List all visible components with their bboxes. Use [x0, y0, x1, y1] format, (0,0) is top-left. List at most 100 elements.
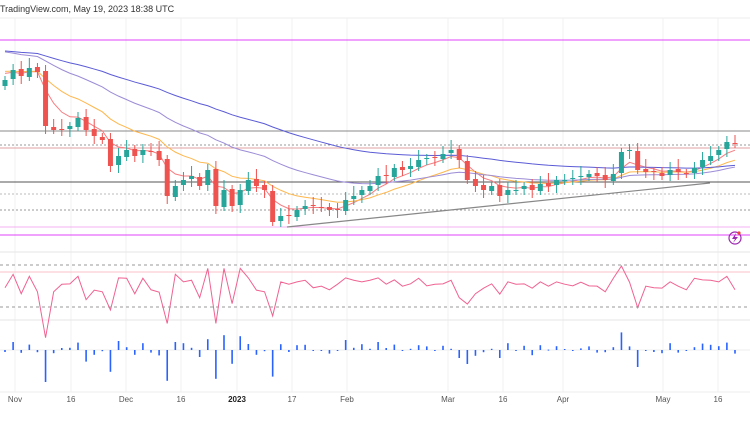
candle-body: [691, 168, 697, 173]
candle-body: [278, 216, 284, 221]
candle-body: [513, 190, 519, 191]
histogram-bar: [206, 339, 209, 350]
histogram-bar: [4, 350, 6, 352]
candle-body: [302, 206, 308, 209]
histogram-bar: [515, 350, 517, 351]
histogram-bar: [263, 350, 266, 352]
candle-body: [197, 177, 203, 186]
histogram-bar: [458, 350, 461, 358]
histogram-bar: [369, 348, 371, 350]
histogram-bar: [85, 350, 87, 362]
candle-body: [132, 149, 138, 156]
candle-body: [18, 69, 24, 76]
histogram-bar: [490, 348, 493, 350]
chart-source-label: TradingView.com, May 19, 2023 18:38 UTC: [0, 4, 175, 14]
histogram-bar: [12, 342, 14, 350]
histogram-bar: [507, 343, 509, 350]
candle-body: [489, 186, 495, 191]
candle-body: [627, 150, 633, 151]
lightning-icon[interactable]: [728, 231, 742, 245]
x-tick-label: 16: [67, 395, 76, 404]
candle-body: [651, 171, 657, 172]
candle-body: [610, 174, 616, 181]
histogram-bar: [531, 350, 534, 356]
histogram-bar: [93, 350, 96, 355]
candle-body: [83, 117, 89, 130]
histogram-bar: [239, 336, 242, 350]
histogram-bar: [653, 350, 655, 352]
candle-body: [562, 180, 568, 181]
histogram-bar: [166, 350, 169, 381]
histogram-bar: [271, 350, 274, 377]
histogram-bar: [215, 350, 217, 379]
histogram-bar: [450, 348, 452, 350]
candle-body: [659, 173, 665, 176]
candle-body: [10, 70, 16, 79]
x-tick-label: Apr: [557, 395, 570, 404]
rsi-panel: [0, 264, 750, 338]
candle-body: [594, 173, 600, 176]
candle-body: [416, 160, 422, 167]
x-tick-label: 16: [499, 395, 508, 404]
candle-body: [67, 126, 73, 129]
candle-body: [529, 185, 535, 190]
horizontal-levels: [0, 39, 750, 236]
candle-body: [700, 160, 706, 167]
histogram-bar: [661, 350, 663, 354]
histogram-bar: [36, 350, 39, 353]
candle-body: [318, 207, 324, 208]
candle-body: [708, 156, 714, 161]
candle-body: [237, 190, 243, 205]
x-tick-label: 16: [714, 395, 723, 404]
candle-body: [26, 68, 32, 77]
candle-body: [505, 190, 511, 195]
trendline: [286, 182, 711, 228]
histogram-bar: [69, 347, 71, 350]
candle-body: [399, 167, 405, 170]
candle-body: [570, 178, 576, 179]
x-tick-label: Feb: [340, 395, 354, 404]
candle-body: [140, 150, 146, 155]
histogram-bar: [612, 347, 615, 350]
candle-body: [164, 159, 170, 196]
candle-body: [448, 150, 454, 153]
histogram-bar: [393, 344, 396, 350]
candle-body: [172, 186, 178, 197]
histogram-bar: [133, 350, 136, 355]
candle-body: [424, 158, 430, 159]
histogram-bar: [247, 344, 250, 350]
histogram-bar: [409, 348, 412, 350]
histogram-bar: [20, 350, 23, 353]
candle-body: [245, 180, 251, 191]
candle-body: [537, 184, 543, 191]
histogram-bar: [312, 350, 315, 351]
candle-body: [310, 205, 316, 206]
histogram-bar: [142, 343, 144, 350]
histogram-bar: [385, 348, 388, 350]
histogram-bar: [482, 350, 485, 353]
candle-body: [34, 67, 40, 72]
histogram-bar: [628, 346, 631, 350]
x-tick-label: Dec: [119, 395, 133, 404]
histogram-bar: [693, 347, 696, 350]
candle-body: [440, 154, 446, 159]
candle-body: [205, 170, 211, 185]
histogram-bar: [701, 343, 704, 350]
histogram-bar: [344, 340, 347, 350]
histogram-bar: [288, 350, 290, 352]
ma-line: [4, 51, 736, 185]
histogram-bar: [150, 350, 152, 353]
candles: [2, 58, 738, 227]
candle-body: [391, 168, 397, 177]
candle-body: [294, 210, 300, 217]
candle-body: [213, 169, 219, 206]
histogram-bar: [101, 350, 104, 352]
candle-body: [545, 183, 551, 186]
histogram-panel: [0, 332, 750, 382]
candle-body: [481, 185, 487, 190]
candle-body: [221, 190, 227, 207]
x-tick-label: Mar: [441, 395, 455, 404]
candle-body: [335, 209, 341, 210]
histogram-bar: [474, 350, 477, 356]
